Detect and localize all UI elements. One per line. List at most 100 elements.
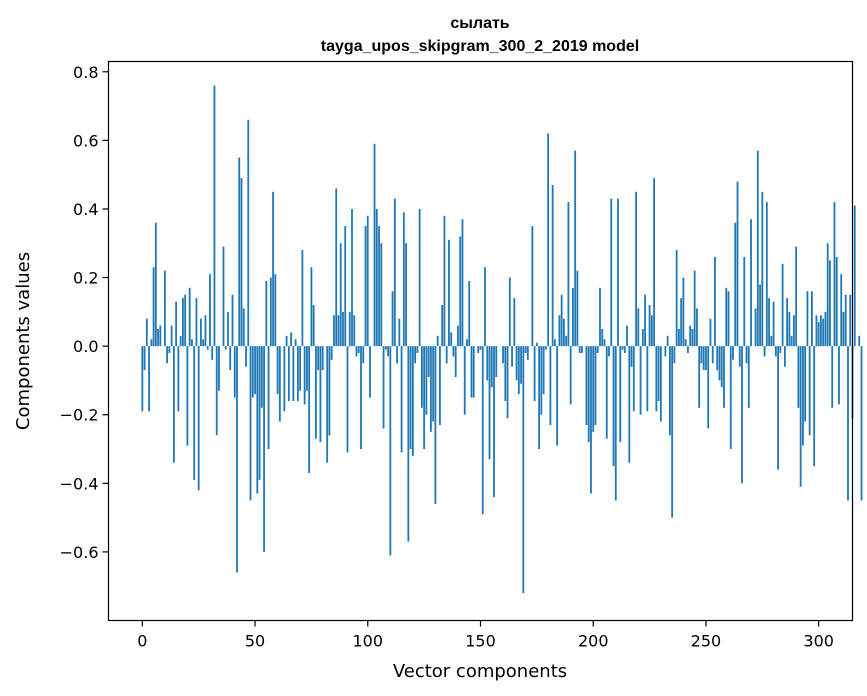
bar-207 [608,346,610,357]
bar-141 [459,236,462,347]
bar-167 [517,346,520,395]
bar-142 [461,219,464,347]
bar-72 [303,346,306,405]
bar-263 [734,222,737,347]
bar-176 [538,346,541,450]
bar-221 [639,346,642,415]
bar-227 [653,178,655,347]
bar-280 [772,301,775,347]
bar-42 [236,346,238,573]
bar-272 [754,308,757,347]
bar-212 [619,346,622,443]
bar-226 [650,315,653,347]
plot-frame [107,60,854,622]
bar-265 [738,346,741,367]
bar-98 [362,346,365,364]
bar-229 [657,346,660,402]
bar-139 [454,346,457,378]
bar-132 [439,346,441,426]
bar-49 [251,346,254,398]
bar-181 [549,346,552,426]
bar-133 [441,304,444,347]
bar-169 [522,346,525,594]
bar-239 [680,298,683,347]
bar-7 [157,329,159,347]
y-tick-label: −0.6 [60,543,99,562]
bar-152 [484,267,486,347]
bar-52 [258,346,261,480]
bar-307 [833,202,836,347]
bar-162 [506,346,509,419]
bar-53 [260,346,263,408]
bar-216 [628,346,631,463]
bar-157 [495,346,498,378]
bar-256 [718,346,721,381]
bar-205 [603,339,606,347]
x-tick-label: 250 [691,632,722,651]
bar-22 [191,339,193,347]
bar-184 [556,346,559,446]
bar-252 [709,318,712,347]
bar-45 [242,308,245,347]
y-axis-ticks: −0.6 −0.4 −0.2 0.0 0.2 0.4 0.6 0.8 [60,63,109,562]
bar-48 [249,346,252,501]
x-tick-label: 200 [578,632,609,651]
bar-166 [515,346,518,381]
bar-138 [452,346,455,357]
bar-291 [797,346,800,408]
bar-277 [765,202,768,347]
bar-251 [707,346,710,429]
bar-250 [705,346,707,371]
bar-67 [292,346,295,402]
bar-50 [254,346,256,395]
bar-6 [154,222,157,347]
x-axis-ticks: 0 50 100 150 200 250 300 [137,620,834,651]
bar-12 [168,346,171,353]
bar-59 [274,274,277,347]
bar-41 [233,346,236,398]
bar-236 [673,346,676,364]
bar-276 [763,346,766,357]
bar-269 [747,346,750,408]
y-tick-label: 0.6 [73,131,98,150]
bar-25 [197,346,200,491]
bar-21 [188,287,191,347]
bar-283 [779,346,782,353]
bar-175 [535,342,538,347]
bar-113 [396,346,398,364]
bar-76 [312,304,315,347]
bar-145 [468,280,471,347]
bar-86 [335,188,338,347]
bar-243 [689,325,692,347]
bar-195 [581,346,583,353]
bar-34 [218,346,220,391]
bar-116 [402,212,405,347]
bar-160 [502,346,504,364]
bar-304 [826,243,829,347]
bar-136 [448,239,450,347]
bar-206 [605,346,608,439]
bar-237 [675,250,678,347]
bar-23 [193,346,196,480]
bar-39 [229,346,232,371]
bar-100 [366,215,369,347]
bar-248 [700,346,703,364]
bar-182 [551,184,554,347]
bar-260 [727,291,730,347]
bar-245 [693,270,696,347]
bar-70 [299,346,302,391]
bar-193 [576,270,579,347]
bar-217 [630,346,633,367]
x-axis-label: Vector components [393,661,567,682]
bar-147 [472,346,475,398]
bar-306 [831,346,834,408]
bar-194 [578,346,581,353]
bar-91 [346,346,349,453]
bar-60 [276,346,279,395]
bar-151 [481,346,484,515]
bar-0 [141,346,144,412]
bar-222 [641,329,644,347]
bar-56 [267,346,270,450]
bar-262 [732,346,734,360]
